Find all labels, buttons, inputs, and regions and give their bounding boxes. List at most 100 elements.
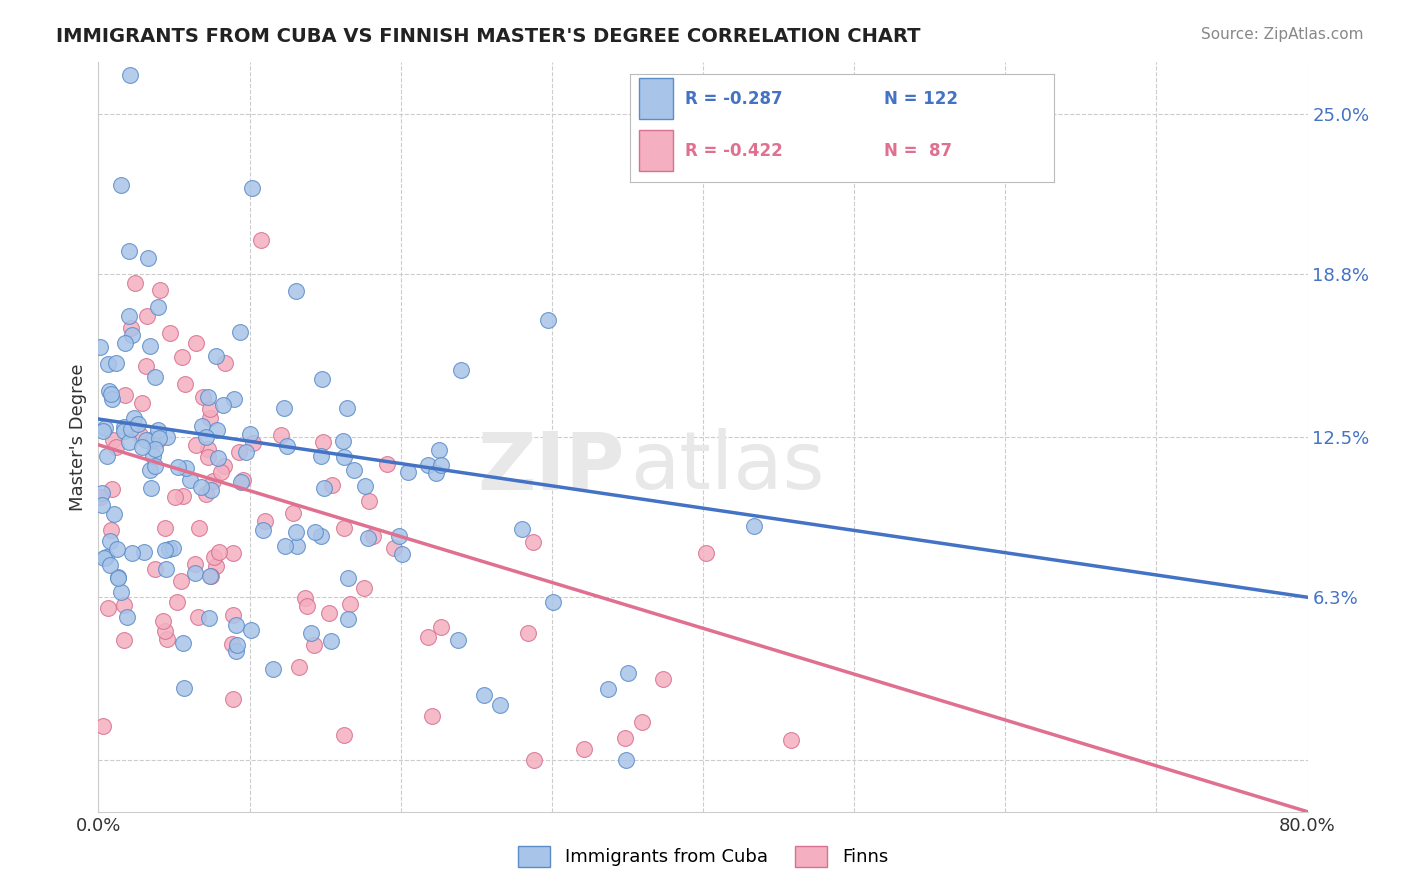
Point [172,489,194,503]
Point [172,350,194,364]
Point [240,181,263,195]
Point [429,458,451,472]
Point [742,519,765,533]
Point [120,422,142,436]
Point [91,719,114,733]
Point [110,585,132,599]
Point [155,624,177,638]
Point [631,715,654,730]
Point [139,481,162,495]
Point [288,659,311,673]
Point [121,546,143,560]
Point [200,402,222,417]
Point [318,606,340,620]
Point [353,581,375,595]
Point [361,529,384,543]
Point [173,681,195,696]
Point [136,252,159,266]
Point [304,524,326,539]
Text: Source: ZipAtlas.com: Source: ZipAtlas.com [1201,27,1364,42]
Point [287,539,309,553]
Point [156,430,179,444]
Point [212,458,235,473]
Point [131,395,153,409]
Point [422,708,444,723]
Point [488,698,510,713]
Point [184,566,207,580]
Point [253,514,276,528]
Y-axis label: Master's Degree: Master's Degree [69,363,87,511]
Point [779,733,801,747]
Point [107,570,129,584]
Point [311,434,333,449]
Point [112,424,135,438]
Point [104,440,127,454]
Point [172,636,194,650]
Point [115,610,138,624]
Point [146,423,169,437]
Point [156,632,179,646]
Point [333,728,356,742]
Point [204,349,226,363]
Point [97,384,120,398]
Point [294,591,316,606]
Point [114,336,136,351]
Point [250,233,273,247]
Point [418,630,440,644]
Point [101,392,124,407]
Point [149,284,172,298]
Point [107,571,129,585]
Point [375,458,398,472]
Point [101,482,124,496]
Point [184,438,207,452]
Point [202,549,225,564]
Point [174,460,197,475]
Point [155,562,177,576]
Point [427,442,450,457]
Point [270,428,292,442]
Point [105,542,128,557]
Point [398,466,420,480]
Point [339,597,361,611]
Point [311,372,333,386]
Point [197,442,219,456]
Point [142,449,165,463]
Point [153,542,176,557]
Point [89,491,111,505]
Point [447,633,470,648]
Point [225,643,247,657]
Point [228,445,250,459]
Legend: Immigrants from Cuba, Finns: Immigrants from Cuba, Finns [510,838,896,874]
Point [333,450,356,464]
Point [388,529,411,543]
Point [354,479,377,493]
Point [450,363,472,377]
Point [124,276,146,290]
Point [357,493,380,508]
Point [336,612,359,626]
Point [152,614,174,628]
Point [596,681,619,696]
Point [273,401,295,415]
Point [522,535,544,549]
Point [472,688,495,702]
Point [201,474,224,488]
Point [104,356,127,370]
Point [198,410,221,425]
Point [231,475,253,490]
Point [319,633,342,648]
Point [112,632,135,647]
Point [614,753,637,767]
Point [221,691,243,706]
Point [148,431,170,445]
Text: atlas: atlas [630,428,825,506]
Point [98,558,121,573]
Point [336,401,359,416]
Point [135,433,157,447]
Point [222,546,245,560]
Point [543,594,565,608]
Point [205,558,228,573]
Point [146,300,169,314]
Point [184,557,207,571]
Point [284,284,307,298]
